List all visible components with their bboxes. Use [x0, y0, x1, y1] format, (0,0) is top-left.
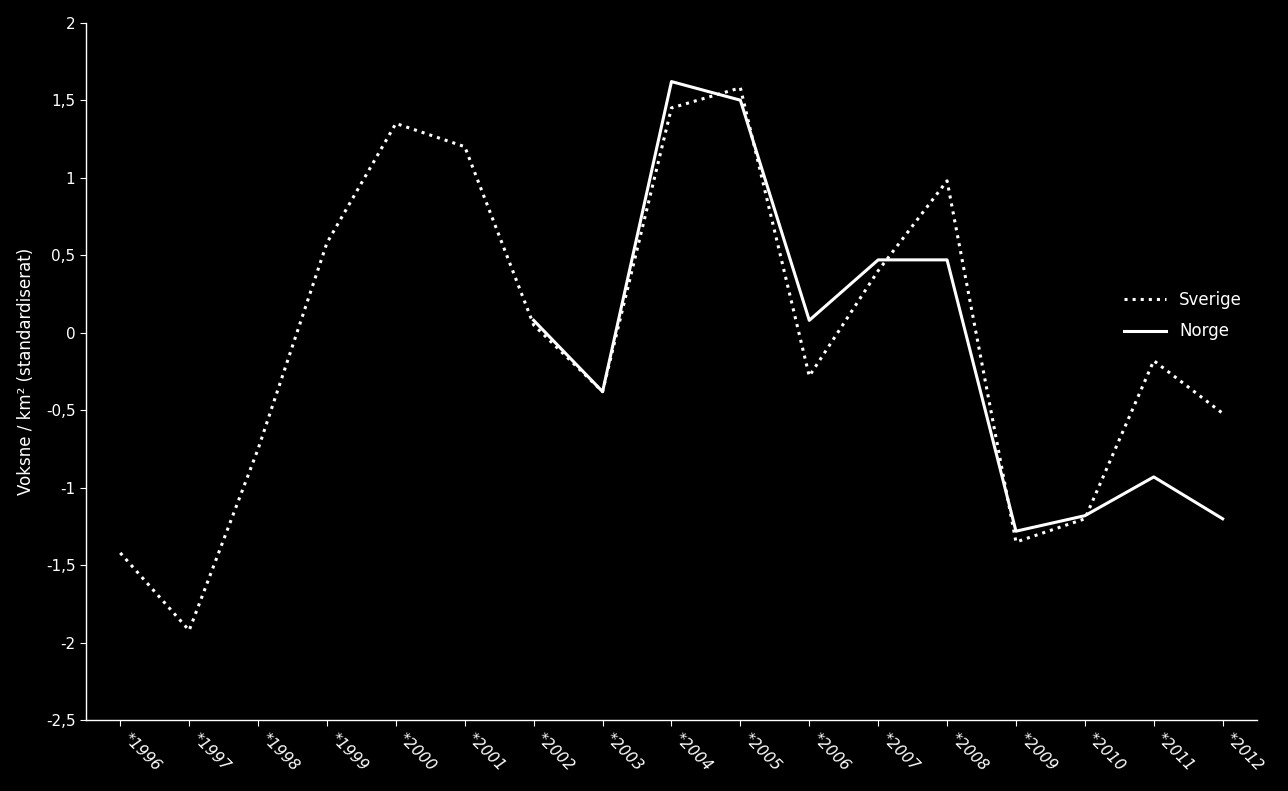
Sverige [388, 119, 403, 128]
Sverige [250, 445, 265, 454]
Sverige [1146, 356, 1162, 365]
Norge [1215, 514, 1230, 524]
Sverige [871, 266, 886, 275]
Line: Sverige: Sverige [120, 88, 1222, 630]
Sverige [182, 626, 197, 635]
Sverige [733, 83, 748, 93]
Sverige [112, 548, 128, 558]
Norge [733, 96, 748, 105]
Sverige [457, 142, 473, 151]
Norge [1009, 527, 1024, 536]
Sverige [1009, 537, 1024, 547]
Norge [871, 255, 886, 265]
Sverige [319, 238, 335, 248]
Sverige [595, 387, 611, 396]
Sverige [1077, 514, 1092, 524]
Norge [801, 316, 817, 325]
Norge [526, 316, 541, 325]
Legend: Sverige, Norge: Sverige, Norge [1118, 284, 1249, 347]
Norge [595, 387, 611, 396]
Sverige [1215, 409, 1230, 418]
Sverige [801, 372, 817, 381]
Sverige [526, 320, 541, 330]
Norge [663, 77, 679, 86]
Norge [939, 255, 954, 265]
Norge [1146, 472, 1162, 482]
Line: Norge: Norge [533, 81, 1222, 532]
Y-axis label: Voksne / km² (standardiserat): Voksne / km² (standardiserat) [17, 248, 35, 495]
Sverige [939, 176, 954, 186]
Sverige [663, 103, 679, 112]
Norge [1077, 511, 1092, 520]
